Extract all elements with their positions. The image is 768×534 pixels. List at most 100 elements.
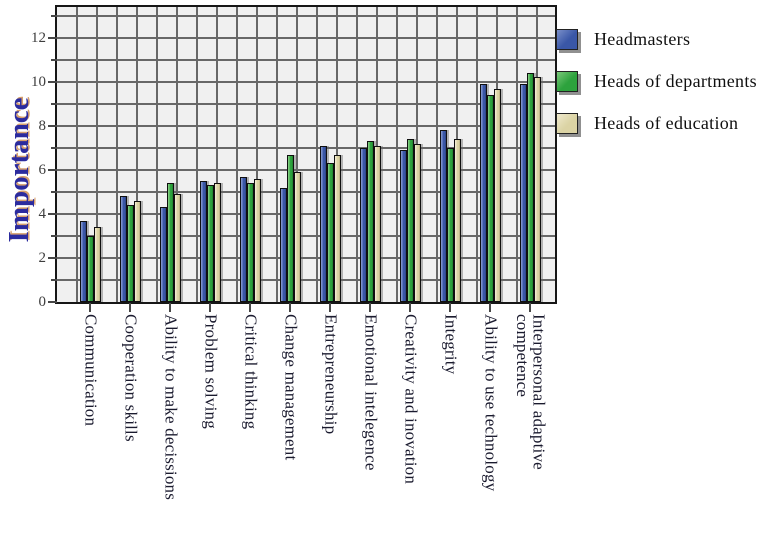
bar: [373, 145, 381, 302]
gridline-horizontal: [57, 235, 555, 237]
bar: [526, 73, 534, 302]
gridline-vertical: [116, 7, 118, 302]
gridline-vertical: [476, 7, 478, 302]
x-axis-tick: [489, 303, 491, 312]
bar: [493, 88, 501, 302]
bar: [319, 145, 327, 302]
y-axis-tick-label: 8: [38, 117, 47, 134]
y-axis-tick-label: 10: [31, 73, 46, 90]
x-axis-tick: [129, 303, 131, 312]
gridline-horizontal: [57, 147, 555, 149]
x-axis-tick: [209, 303, 211, 312]
bar: [453, 139, 461, 302]
bar: [519, 84, 527, 302]
x-axis-category-label: Integrity: [441, 314, 461, 375]
gridline-vertical: [216, 7, 218, 302]
x-axis-tick: [169, 303, 171, 312]
x-axis-tick: [289, 303, 291, 312]
y-axis-tick: [48, 212, 57, 215]
bar: [253, 178, 261, 302]
y-axis-tick-label: 12: [31, 29, 46, 46]
gridline-vertical: [136, 7, 138, 302]
x-axis-tick: [529, 303, 531, 312]
x-axis-category-label: Emotional intelegence: [361, 314, 381, 471]
gridline-vertical: [316, 7, 318, 302]
legend-swatch-heads-of-departments-icon: [556, 71, 578, 92]
x-axis-category-label: Ability to make decissions: [161, 314, 181, 501]
gridline-vertical: [276, 7, 278, 302]
gridline-horizontal: [57, 15, 555, 17]
x-axis-category-label: Communication: [81, 314, 101, 427]
x-axis-category-label: Creativity and inovation: [401, 314, 421, 485]
x-axis-tick: [329, 303, 331, 312]
x-axis-tick: [89, 303, 91, 312]
gridline-horizontal: [57, 191, 555, 193]
bar: [166, 183, 174, 302]
y-axis-tick: [48, 36, 57, 39]
bar: [533, 77, 541, 302]
x-axis-tick: [369, 303, 371, 312]
gridline-horizontal: [57, 213, 555, 215]
bar: [173, 194, 181, 302]
bar: [86, 236, 94, 302]
bar: [239, 176, 247, 302]
y-axis-tick: [48, 301, 57, 303]
y-axis-tick-label: 2: [38, 250, 47, 266]
gridline-vertical: [516, 7, 518, 302]
x-axis-tick: [249, 303, 251, 312]
bar: [446, 147, 454, 302]
legend-label: Heads of departments: [594, 71, 757, 91]
y-axis-tick: [51, 14, 57, 17]
y-axis-tick: [48, 168, 57, 171]
x-axis-category-label: Entrepreneurship: [321, 314, 341, 435]
legend-label: Heads of education: [594, 113, 739, 133]
bar: [206, 185, 214, 302]
x-axis-category-label: Critical thinking: [241, 314, 261, 430]
bar: [439, 130, 447, 302]
bar: [326, 163, 334, 302]
legend-swatch-heads-of-education-icon: [556, 113, 578, 134]
y-axis-tick: [51, 146, 57, 149]
x-axis-category-label: Problem solving: [201, 314, 221, 429]
gridline-horizontal: [57, 279, 555, 281]
y-axis-tick: [48, 257, 57, 259]
bar: [213, 183, 221, 302]
bar: [399, 150, 407, 302]
bar: [406, 139, 414, 302]
gridline-horizontal: [57, 125, 555, 127]
y-axis-tick: [48, 124, 57, 127]
x-axis-category-label: Ability to use technology: [481, 314, 501, 492]
gridline-horizontal: [57, 103, 555, 105]
y-axis-tick-label: 6: [38, 161, 47, 178]
y-axis-tick: [51, 279, 57, 281]
gridline-vertical: [156, 7, 158, 302]
gridline-vertical: [396, 7, 398, 302]
gridline-vertical: [436, 7, 438, 302]
y-axis-tick-label: 0: [38, 294, 47, 310]
bar: [93, 227, 101, 302]
gridline-vertical: [76, 7, 78, 302]
bar: [159, 207, 167, 302]
gridline-vertical: [196, 7, 198, 302]
gridline-horizontal: [57, 169, 555, 171]
bar: [133, 200, 141, 302]
y-axis-tick: [48, 80, 57, 83]
gridline-vertical: [236, 7, 238, 302]
bar: [413, 143, 421, 302]
legend-swatch-headmasters-icon: [556, 29, 578, 50]
gridline-vertical: [256, 7, 258, 302]
gridline-vertical: [96, 7, 98, 302]
plot-area: [55, 5, 557, 304]
legend-label: Headmasters: [594, 29, 691, 49]
gridline-horizontal: [57, 37, 555, 39]
bar: [486, 95, 494, 302]
y-axis-tick: [51, 58, 57, 61]
legend: Headmasters Heads of departments Heads o…: [556, 29, 768, 139]
bar: [126, 205, 134, 302]
bar: [119, 196, 127, 302]
y-axis-tick: [51, 190, 57, 193]
gridline-vertical: [356, 7, 358, 302]
x-axis-category-label: Change management: [281, 314, 301, 461]
x-axis-tick: [409, 303, 411, 312]
